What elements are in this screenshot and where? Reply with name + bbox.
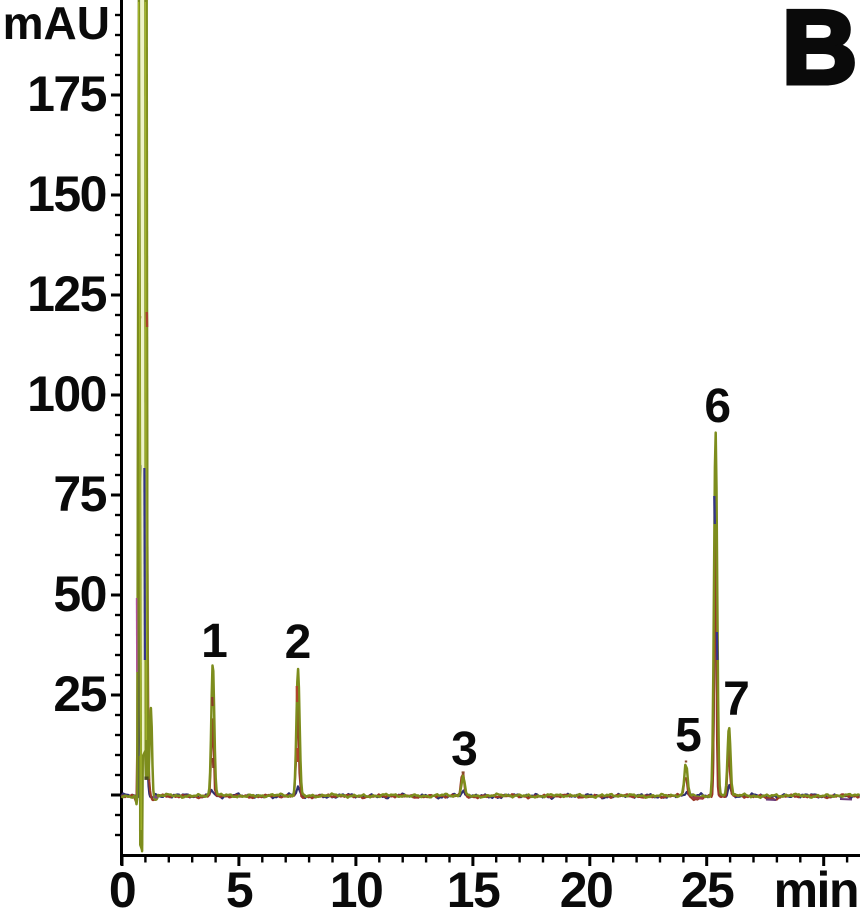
svg-text:125: 125 — [27, 266, 107, 322]
svg-text:20: 20 — [560, 862, 613, 915]
svg-text:7: 7 — [723, 673, 750, 726]
svg-text:25: 25 — [53, 666, 106, 722]
svg-text:min: min — [774, 862, 858, 915]
svg-text:5: 5 — [675, 709, 702, 762]
svg-text:25: 25 — [681, 862, 734, 915]
svg-text:0: 0 — [109, 862, 135, 915]
svg-text:100: 100 — [27, 366, 106, 422]
svg-text:75: 75 — [53, 466, 106, 522]
svg-text:150: 150 — [27, 166, 106, 222]
svg-text:175: 175 — [27, 66, 107, 122]
svg-text:15: 15 — [447, 862, 500, 915]
svg-text:10: 10 — [330, 862, 383, 915]
svg-text:2: 2 — [285, 616, 312, 669]
svg-text:6: 6 — [704, 380, 731, 433]
svg-text:mAU: mAU — [3, 0, 110, 49]
svg-text:50: 50 — [53, 566, 106, 622]
svg-text:1: 1 — [201, 615, 228, 668]
svg-text:5: 5 — [226, 862, 253, 915]
svg-text:3: 3 — [451, 723, 478, 776]
svg-text:B: B — [782, 0, 857, 106]
